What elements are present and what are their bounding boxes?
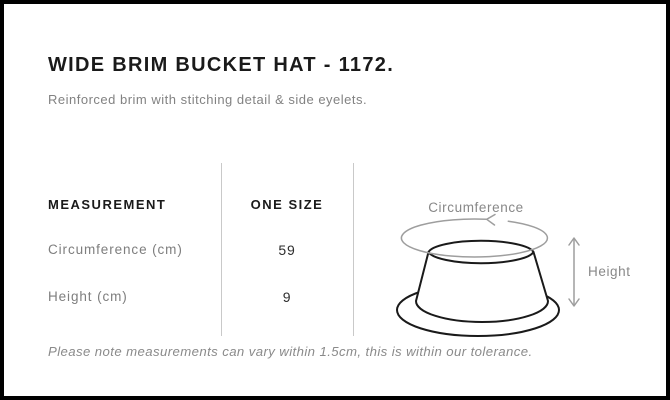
- column-header-measurement: MEASUREMENT: [48, 197, 167, 212]
- table-column-divider: [221, 163, 222, 336]
- height-diagram-label: Height: [588, 264, 631, 279]
- row-label-height: Height (cm): [48, 289, 128, 304]
- row-value-circumference: 59: [278, 242, 296, 258]
- hat-crown-shape: [415, 239, 549, 323]
- height-arrow-icon: [568, 237, 580, 307]
- bucket-hat-illustration: [396, 213, 580, 337]
- circumference-diagram-label: Circumference: [428, 200, 524, 215]
- row-value-height: 9: [282, 289, 292, 305]
- page-title: WIDE BRIM BUCKET HAT - 1172.: [48, 54, 395, 76]
- page-subtitle: Reinforced brim with stitching detail & …: [48, 92, 368, 107]
- row-label-circumference: Circumference (cm): [48, 242, 183, 257]
- circumference-arrow-icon: [400, 213, 549, 258]
- table-edge-divider: [353, 163, 354, 336]
- column-header-one-size: ONE SIZE: [250, 197, 324, 212]
- tolerance-note: Please note measurements can vary within…: [48, 344, 533, 359]
